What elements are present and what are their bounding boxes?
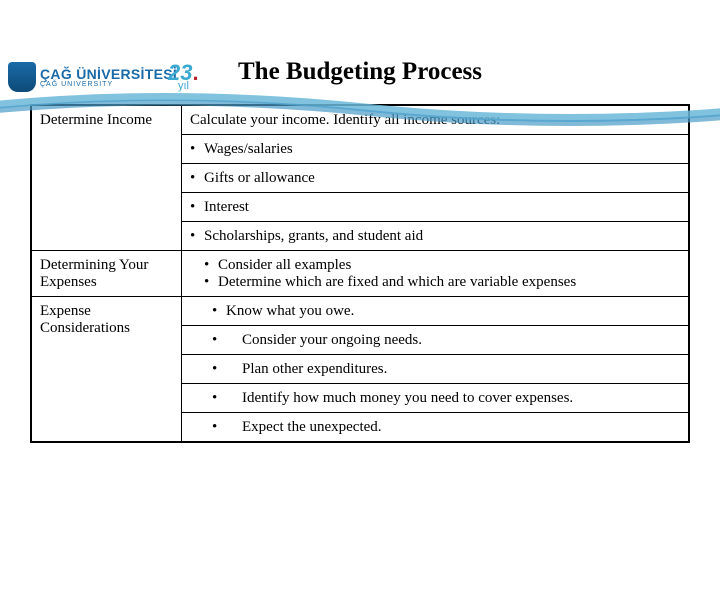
badge-yil: yıl: [178, 80, 189, 92]
row1-item-text: Interest: [204, 199, 249, 215]
row1-item: •Wages/salaries: [182, 135, 689, 164]
row3-label: Expense Considerations: [32, 297, 182, 442]
row3-first: •Know what you owe.: [182, 297, 689, 326]
row2-item-text: Determine which are fixed and which are …: [218, 274, 576, 291]
anniversary-badge: 23. yıl: [168, 60, 199, 86]
row3-item: •Consider your ongoing needs.: [182, 326, 689, 355]
row3-item-text: Consider your ongoing needs.: [242, 332, 422, 349]
logo-sub-text: ÇAĞ UNIVERSITY: [40, 81, 177, 88]
badge-dot: .: [192, 60, 198, 86]
row3-item: •Identify how much money you need to cov…: [182, 384, 689, 413]
logo-main-text: ÇAĞ ÜNİVERSİTESİ: [40, 67, 177, 81]
row2-label: Determining Your Expenses: [32, 251, 182, 297]
logo-shield-icon: [8, 62, 36, 92]
row3-item-text: Expect the unexpected.: [242, 419, 382, 436]
row1-item: •Gifts or allowance: [182, 164, 689, 193]
row1-item-text: Scholarships, grants, and student aid: [204, 228, 423, 244]
row3-item: •Expect the unexpected.: [182, 413, 689, 442]
row3-item: •Plan other expenditures.: [182, 355, 689, 384]
university-logo: ÇAĞ ÜNİVERSİTESİ ÇAĞ UNIVERSITY: [8, 62, 177, 92]
row1-intro: Calculate your income. Identify all inco…: [182, 106, 689, 135]
row1-item-text: Gifts or allowance: [204, 170, 315, 186]
row1-label: Determine Income: [32, 106, 182, 251]
row2-items: •Consider all examples •Determine which …: [182, 251, 689, 297]
row3-item-text: Identify how much money you need to cove…: [242, 390, 573, 407]
row1-item-text: Wages/salaries: [204, 141, 293, 157]
budgeting-table: Determine Income Calculate your income. …: [30, 104, 690, 443]
row1-item: •Scholarships, grants, and student aid: [182, 222, 689, 251]
row3-first-text: Know what you owe.: [226, 303, 354, 320]
row1-item: •Interest: [182, 193, 689, 222]
row2-item-text: Consider all examples: [218, 257, 351, 274]
row3-item-text: Plan other expenditures.: [242, 361, 387, 378]
